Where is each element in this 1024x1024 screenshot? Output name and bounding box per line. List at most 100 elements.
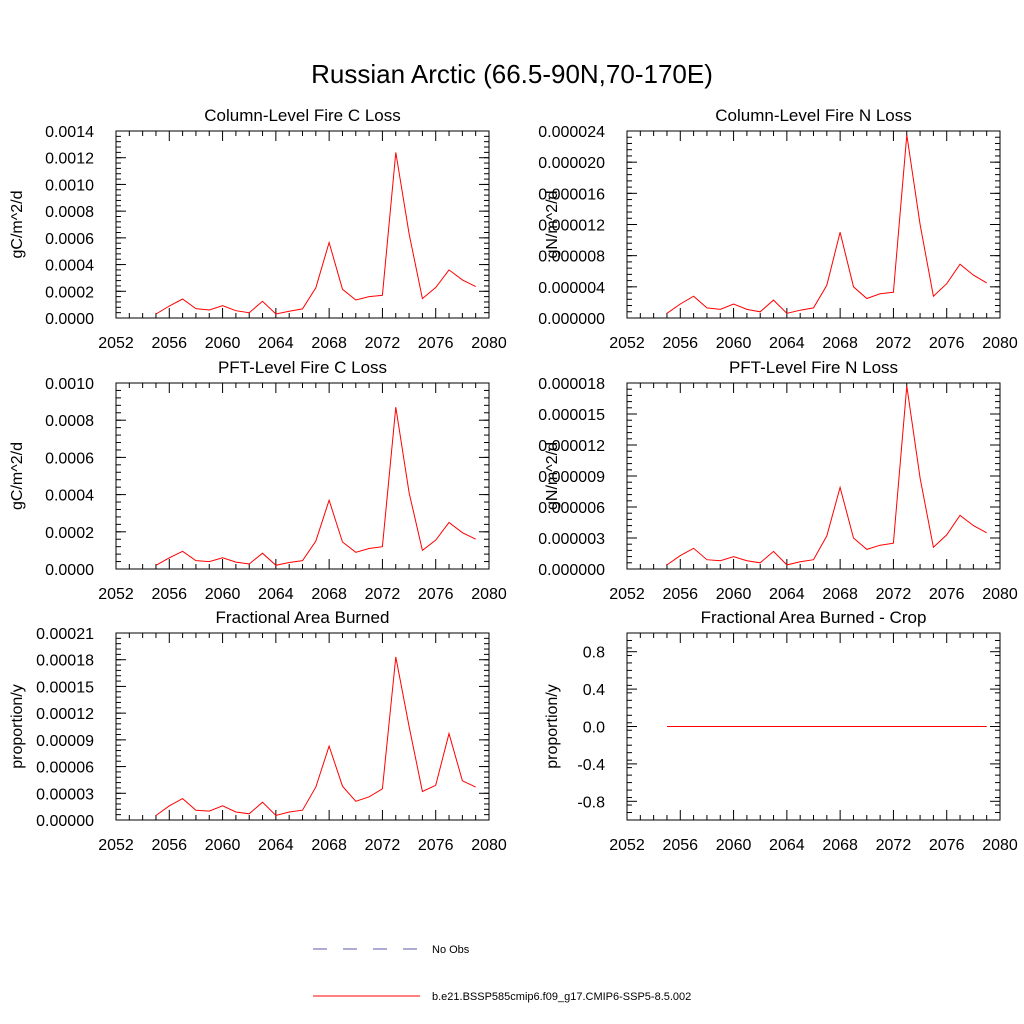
x-tick-label: 2080	[982, 335, 1018, 352]
x-tick-label: 2080	[471, 586, 507, 603]
x-tick-label: 2052	[98, 335, 134, 352]
x-tick-label: 2060	[716, 335, 752, 352]
x-tick-label: 2072	[876, 335, 912, 352]
y-tick-label: 0.000018	[538, 376, 605, 393]
y-tick-label: 0.4	[583, 682, 605, 699]
x-tick-label: 2060	[205, 837, 241, 854]
x-tick-label: 2076	[418, 335, 454, 352]
y-tick-label: 0.0006	[45, 450, 94, 467]
x-tick-label: 2076	[929, 837, 965, 854]
y-tick-label: 0.0008	[45, 204, 94, 221]
y-tick-label: 0.000006	[538, 500, 605, 517]
y-tick-label: 0.00015	[36, 679, 94, 696]
panel-title: Column-Level Fire N Loss	[715, 106, 912, 125]
x-tick-label: 2068	[311, 586, 347, 603]
panel-title: Fractional Area Burned - Crop	[701, 608, 927, 627]
series-line	[155, 407, 476, 566]
y-tick-label: 0.000012	[538, 438, 605, 455]
x-tick-label: 2080	[982, 837, 1018, 854]
y-tick-label: 0.8	[583, 645, 605, 662]
y-tick-label: 0.00006	[36, 760, 94, 777]
y-tick-label: 0.0000	[45, 562, 94, 579]
x-tick-label: 2080	[471, 837, 507, 854]
figure-title: Russian Arctic (66.5-90N,70-170E)	[311, 59, 713, 89]
y-axis-label: gC/m^2/d	[9, 191, 26, 259]
x-tick-label: 2068	[822, 586, 858, 603]
x-tick-label: 2052	[98, 837, 134, 854]
x-tick-label: 2064	[258, 837, 294, 854]
x-tick-label: 2056	[662, 837, 698, 854]
y-tick-label: 0.000012	[538, 218, 605, 235]
x-tick-label: 2056	[151, 335, 187, 352]
x-tick-label: 2060	[716, 586, 752, 603]
x-tick-label: 2072	[365, 837, 401, 854]
legend-no-obs-label: No Obs	[432, 944, 470, 956]
panel-title: PFT-Level Fire C Loss	[218, 358, 387, 377]
y-tick-label: 0.0002	[45, 284, 94, 301]
y-tick-label: 0.0014	[45, 124, 94, 141]
y-axis-label: gC/m^2/d	[9, 442, 26, 510]
x-tick-label: 2056	[151, 586, 187, 603]
y-tick-label: -0.8	[577, 794, 605, 811]
y-axis-label: gN/m^2/d	[544, 191, 561, 259]
y-tick-label: 0.000009	[538, 469, 605, 486]
x-tick-label: 2072	[876, 837, 912, 854]
x-tick-label: 2060	[716, 837, 752, 854]
legend-model-run-label: b.e21.BSSP585cmip6.f09_g17.CMIP6-SSP5-8.…	[432, 991, 691, 1003]
legend: No Obs b.e21.BSSP585cmip6.f09_g17.CMIP6-…	[313, 944, 691, 1003]
series-line	[666, 386, 987, 566]
y-tick-label: 0.00021	[36, 626, 94, 643]
x-tick-label: 2060	[205, 335, 241, 352]
x-tick-label: 2080	[471, 335, 507, 352]
x-tick-label: 2052	[609, 335, 645, 352]
x-tick-label: 2060	[205, 586, 241, 603]
x-tick-label: 2056	[662, 586, 698, 603]
x-tick-label: 2076	[418, 586, 454, 603]
series-line	[155, 656, 476, 817]
x-tick-label: 2068	[822, 837, 858, 854]
x-tick-label: 2064	[258, 335, 294, 352]
y-tick-label: 0.000004	[538, 280, 605, 297]
y-tick-label: 0.00003	[36, 786, 94, 803]
y-tick-label: 0.00009	[36, 733, 94, 750]
plot-frame	[626, 130, 1001, 319]
y-axis-label: proportion/y	[544, 684, 561, 769]
x-tick-label: 2080	[982, 586, 1018, 603]
x-tick-label: 2068	[822, 335, 858, 352]
y-tick-label: 0.0000	[45, 311, 94, 328]
y-axis-label: proportion/y	[9, 684, 26, 769]
y-tick-label: 0.000008	[538, 249, 605, 266]
y-tick-label: 0.000000	[538, 311, 605, 328]
panel-pft-c-loss: 2052 2056 2060 2064 2068 2072 2076 2080 0.0000 0.…	[9, 358, 507, 603]
y-tick-label: 0.000016	[538, 186, 605, 203]
x-tick-label: 2056	[151, 837, 187, 854]
y-axis-label: gN/m^2/d	[544, 442, 561, 510]
x-tick-label: 2064	[769, 586, 805, 603]
x-tick-label: 2072	[365, 586, 401, 603]
panel-area-burned-crop: 2052 2056 2060 2064 2068 2072 2076 2080 -0.8 -0.4…	[544, 608, 1018, 854]
x-tick-label: 2076	[929, 335, 965, 352]
y-tick-label: 0.00012	[36, 706, 94, 723]
y-tick-label: 0.00018	[36, 653, 94, 670]
x-tick-label: 2076	[929, 586, 965, 603]
x-tick-label: 2064	[769, 335, 805, 352]
x-tick-label: 2068	[311, 837, 347, 854]
panel-title: PFT-Level Fire N Loss	[729, 358, 898, 377]
chart-panels: 2052 2056 2060 2064 2068 2072 2076 2080 0.0000 0.…	[9, 106, 1018, 854]
y-tick-label: 0.0006	[45, 231, 94, 248]
plot-frame	[626, 382, 1001, 570]
y-tick-label: 0.000020	[538, 155, 605, 172]
x-tick-label: 2052	[609, 586, 645, 603]
x-tick-label: 2056	[662, 335, 698, 352]
y-tick-label: 0.0010	[45, 376, 94, 393]
y-tick-label: 0.0004	[45, 488, 94, 505]
y-tick-label: 0.0010	[45, 177, 94, 194]
y-tick-label: 0.000000	[538, 562, 605, 579]
y-tick-label: 0.0	[583, 720, 605, 737]
panel-pft-n-loss: 2052 2056 2060 2064 2068 2072 2076 2080 0.000000…	[538, 358, 1018, 603]
x-tick-label: 2052	[609, 837, 645, 854]
plot-frame	[115, 382, 490, 570]
y-tick-label: 0.0012	[45, 151, 94, 168]
series-line	[155, 152, 476, 315]
